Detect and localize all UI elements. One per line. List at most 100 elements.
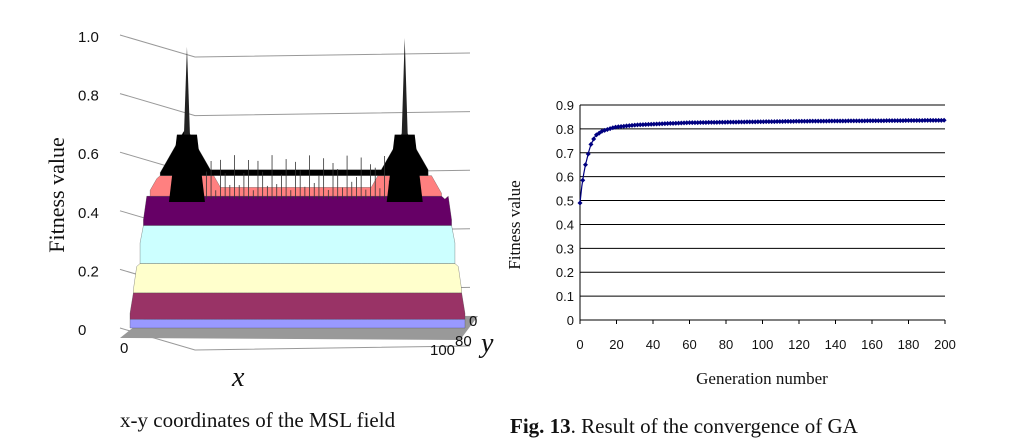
data-point [815,118,821,124]
data-point [810,118,816,124]
data-point [728,119,734,125]
data-point [782,118,788,124]
data-point [925,117,931,123]
data-point [681,120,687,126]
data-point [856,118,862,124]
data-point [763,119,769,125]
data-point [725,119,731,125]
data-point [634,122,640,128]
surface-band [129,319,466,329]
data-point [916,117,922,123]
x-axis-label: Generation number [696,369,828,388]
data-point [703,119,709,125]
data-point [889,118,895,124]
data-point [922,117,928,123]
data-point [840,118,846,124]
data-point [829,118,835,124]
data-point [591,136,597,142]
data-point [678,120,684,126]
data-point [580,177,586,183]
data-point [895,118,901,124]
data-point [875,118,881,124]
data-point [911,117,917,123]
data-point [752,119,758,125]
data-point [862,118,868,124]
z-gridline [119,93,471,117]
data-point [758,119,764,125]
y-tick-label: 80 [455,333,472,350]
z-tick-label: 0.6 [78,146,99,163]
data-point [632,122,638,128]
data-point [755,119,761,125]
data-point [941,117,947,123]
data-point [749,119,755,125]
data-point [771,119,777,125]
data-point [774,119,780,125]
data-point [853,118,859,124]
data-point [927,117,933,123]
z-tick-label: 0 [78,322,86,339]
data-point [645,121,651,127]
data-point [796,118,802,124]
x-tick-label: 0 [120,340,128,357]
data-point [886,118,892,124]
data-point [799,118,805,124]
data-point [919,117,925,123]
data-point [708,119,714,125]
data-point [766,119,772,125]
data-point [719,119,725,125]
figure-caption-text: . Result of the convergence of GA [570,414,858,438]
y-tick-label: 0.6 [556,170,574,185]
x-tick-label: 200 [934,337,956,352]
y-tick-label: 0.2 [556,265,574,280]
data-point [656,121,662,127]
data-point [845,118,851,124]
peak-spike [183,46,190,135]
y-tick-label: 0 [469,313,477,330]
data-point [722,119,728,125]
peak-spike [401,37,408,135]
data-point [780,118,786,124]
data-point [930,117,936,123]
data-point [859,118,865,124]
data-point [834,118,840,124]
x-tick-label: 180 [898,337,920,352]
z-tick-label: 0.8 [78,88,99,105]
x-tick-label: 160 [861,337,883,352]
data-point [903,118,909,124]
data-point [823,118,829,124]
data-point [714,119,720,125]
data-point [711,119,717,125]
data-point [812,118,818,124]
data-point [843,118,849,124]
data-point [640,122,646,128]
data-point [826,118,832,124]
data-point [870,118,876,124]
data-point [588,141,594,147]
data-point [697,120,703,126]
figure-number: Fig. 13 [510,414,571,438]
data-point [665,121,671,127]
data-point [933,117,939,123]
data-point [730,119,736,125]
x-tick-label: 20 [609,337,623,352]
data-point [747,119,753,125]
data-point [936,117,942,123]
y-tick-label: 0 [567,313,574,328]
surface-band [139,225,456,264]
data-point [676,120,682,126]
data-point [739,119,745,125]
peak-block [386,134,423,203]
x-tick-label: 120 [788,337,810,352]
data-point [873,118,879,124]
x-tick-label: 40 [646,337,660,352]
data-point [577,200,583,206]
data-point [643,121,649,127]
y-tick-label: 0.8 [556,122,574,137]
data-point [851,118,857,124]
data-point [769,119,775,125]
data-point [741,119,747,125]
z-tick-label: 0.4 [78,205,99,222]
data-point [687,120,692,126]
